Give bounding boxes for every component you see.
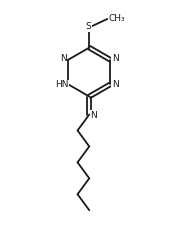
Text: N: N	[60, 54, 67, 63]
Text: N: N	[112, 81, 118, 89]
Text: HN: HN	[55, 81, 69, 89]
Text: N: N	[112, 54, 118, 63]
Text: S: S	[85, 22, 91, 31]
Text: CH₃: CH₃	[108, 14, 125, 23]
Text: N: N	[91, 111, 97, 120]
